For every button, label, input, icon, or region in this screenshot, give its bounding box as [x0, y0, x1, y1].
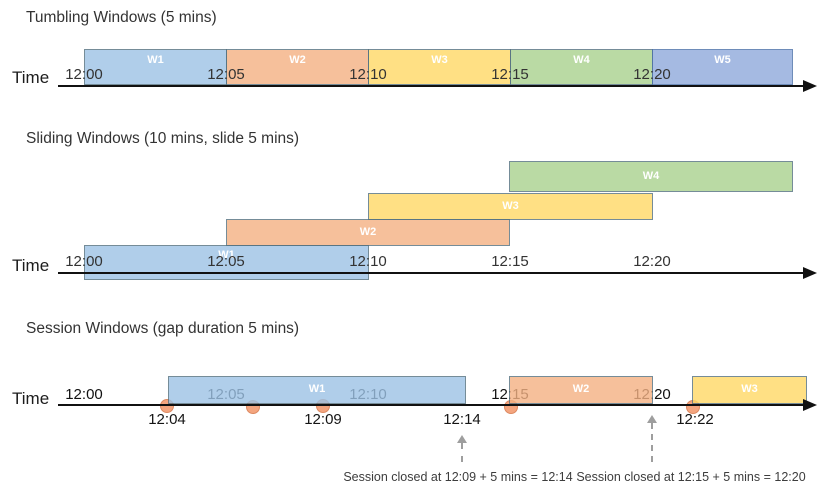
- tick-label: 12:00: [65, 386, 103, 403]
- timeline: [58, 404, 804, 406]
- timeline-arrowhead-icon: [803, 80, 817, 92]
- diagram-title-session: Session Windows (gap duration 5 mins): [26, 320, 300, 337]
- window-w1-label: W1: [147, 54, 164, 66]
- window-w1-bar: [84, 49, 227, 85]
- window-w1-label: W1: [218, 249, 235, 261]
- tick-label: 12:05: [207, 66, 245, 83]
- window-w2-bar: [509, 376, 653, 404]
- window-w5-label: W5: [714, 54, 731, 66]
- window-w2-label: W2: [289, 54, 306, 66]
- window-w3-bar: [692, 376, 807, 404]
- timeline: [58, 85, 804, 87]
- window-w1-label: W1: [308, 383, 326, 395]
- tick-label: 12:10: [349, 66, 387, 83]
- tick-label: 12:10: [349, 253, 387, 270]
- tick-label: 12:20: [633, 66, 671, 83]
- timeline-arrowhead-icon: [803, 267, 817, 279]
- session-close-arrowhead-icon: [647, 415, 657, 423]
- diagram-title-tumbling: Tumbling Windows (5 mins): [26, 9, 217, 26]
- window-w2-bar: [226, 219, 510, 246]
- window-w4-label: W4: [573, 54, 590, 66]
- session-close-arrow: [461, 443, 463, 462]
- tick-label: 12:15: [491, 253, 529, 270]
- window-w2-label: W2: [572, 383, 590, 395]
- tick-label: 12:05: [207, 253, 245, 270]
- session-close-arrow: [651, 423, 653, 462]
- session-close-annotation: Session closed at 12:15 + 5 mins = 12:20: [576, 470, 806, 484]
- window-w2-label: W2: [359, 226, 377, 238]
- time-axis-label: Time: [12, 68, 50, 87]
- window-w4-bar: [509, 161, 793, 192]
- tick-label: 12:00: [65, 66, 103, 83]
- window-w3-label: W3: [502, 200, 519, 212]
- diagram-title-sliding: Sliding Windows (10 mins, slide 5 mins): [26, 130, 300, 147]
- time-axis-label: Time: [12, 389, 50, 408]
- tick-label: 12:00: [65, 253, 103, 270]
- window-w4-label: W4: [642, 170, 660, 182]
- tick-label: 12:15: [491, 66, 529, 83]
- window-w3-label: W3: [741, 383, 758, 395]
- tick-label: 12:20: [633, 253, 671, 270]
- session-close-arrowhead-icon: [457, 435, 467, 443]
- event-time-label: 12:04: [148, 411, 186, 428]
- event-time-label: 12:14: [443, 411, 481, 428]
- timeline-arrowhead-icon: [803, 399, 817, 411]
- session-close-annotation: Session closed at 12:09 + 5 mins = 12:14: [343, 470, 573, 484]
- window-w3-label: W3: [431, 54, 448, 66]
- time-axis-label: Time: [12, 256, 50, 275]
- window-w5-bar: [652, 49, 793, 85]
- event-time-label: 12:09: [304, 411, 342, 428]
- window-w1-bar: [84, 245, 369, 280]
- window-w2-bar: [226, 49, 369, 85]
- window-w1-bar: [168, 376, 466, 404]
- event-time-label: 12:22: [676, 411, 714, 428]
- window-w3-bar: [368, 193, 653, 220]
- timeline: [58, 272, 804, 274]
